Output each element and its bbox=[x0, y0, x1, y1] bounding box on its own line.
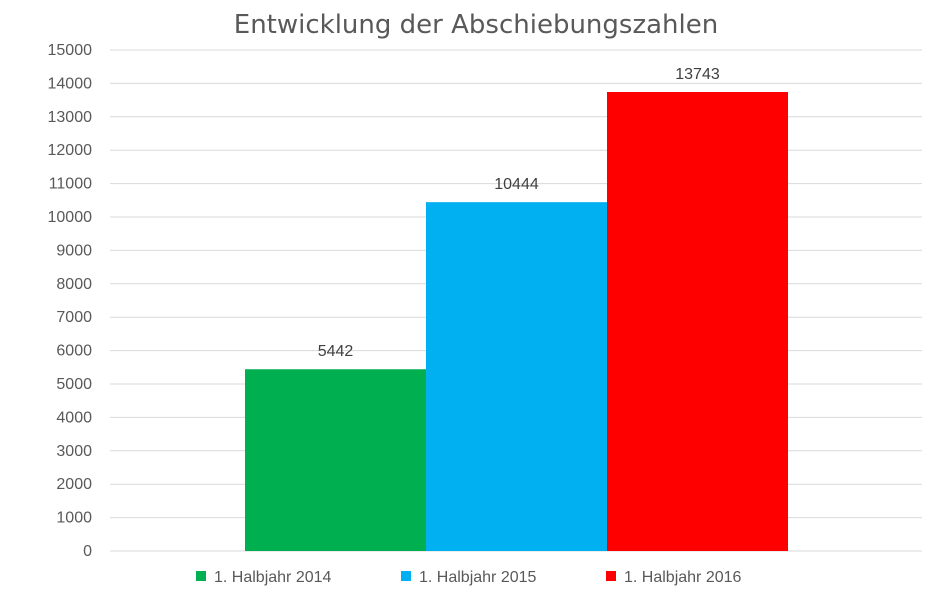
legend: 1. Halbjahr 2014 1. Halbjahr 2015 1. Halbj… bbox=[196, 569, 742, 586]
legend-swatch bbox=[401, 571, 411, 581]
data-label: 10444 bbox=[494, 176, 539, 193]
legend-label: 1. Halbjahr 2015 bbox=[419, 569, 537, 586]
y-tick-label: 9000 bbox=[56, 242, 92, 259]
legend-swatch bbox=[606, 571, 616, 581]
bars bbox=[245, 91, 788, 552]
y-tick-label: 3000 bbox=[56, 443, 92, 460]
y-tick-label: 2000 bbox=[56, 476, 92, 493]
y-tick-label: 8000 bbox=[56, 276, 92, 293]
y-tick-label: 6000 bbox=[56, 343, 92, 360]
y-tick-label: 1000 bbox=[56, 510, 92, 527]
y-tick-label: 7000 bbox=[56, 309, 92, 326]
legend-swatch bbox=[196, 571, 206, 581]
data-label: 5442 bbox=[318, 343, 354, 360]
y-tick-label: 10000 bbox=[48, 209, 93, 226]
y-tick-label: 12000 bbox=[48, 142, 93, 159]
legend-label: 1. Halbjahr 2016 bbox=[624, 569, 742, 586]
y-axis-ticks: 0 1000 2000 3000 4000 5000 6000 7000 8000 9000 100… bbox=[48, 42, 93, 560]
y-tick-label: 15000 bbox=[48, 42, 93, 59]
y-tick-label: 0 bbox=[83, 543, 92, 560]
data-labels: 5442 10444 13743 bbox=[318, 66, 720, 360]
legend-label: 1. Halbjahr 2014 bbox=[214, 569, 332, 586]
data-label: 13743 bbox=[675, 66, 720, 83]
y-tick-label: 13000 bbox=[48, 109, 93, 126]
y-tick-label: 14000 bbox=[48, 75, 93, 92]
chart-title: Entwicklung der Abschiebungszahlen bbox=[234, 10, 718, 40]
bar-1 bbox=[245, 369, 426, 551]
y-tick-label: 5000 bbox=[56, 376, 92, 393]
bar-3 bbox=[607, 91, 788, 552]
y-tick-label: 11000 bbox=[49, 176, 92, 193]
bar-2 bbox=[426, 202, 607, 551]
y-tick-label: 4000 bbox=[56, 409, 92, 426]
